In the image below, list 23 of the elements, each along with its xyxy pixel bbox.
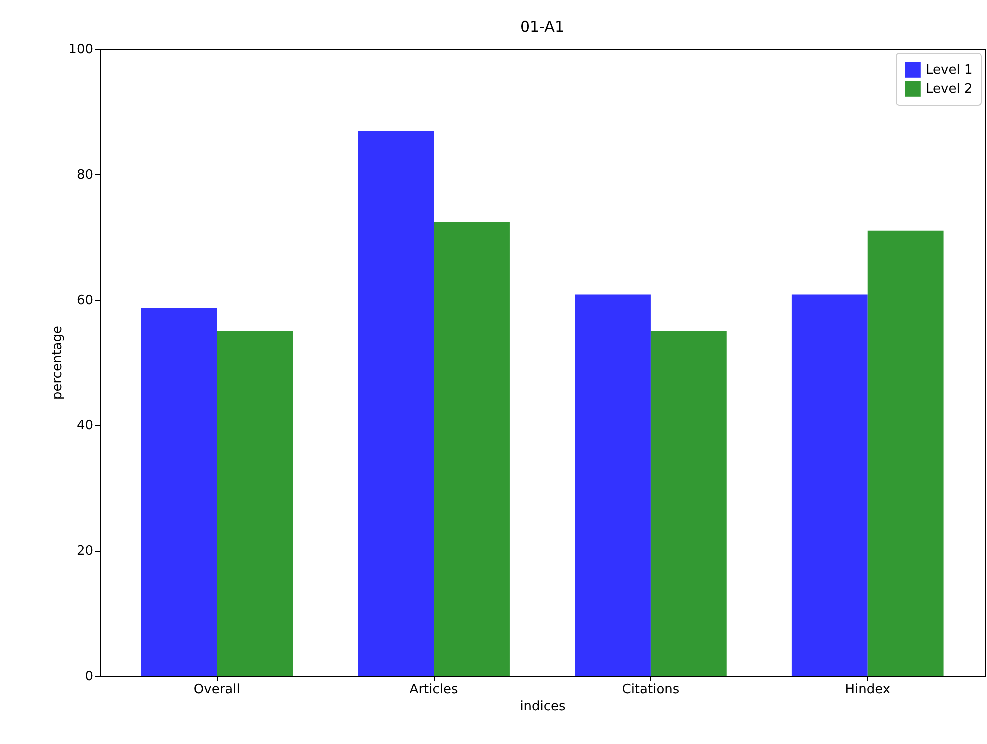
bar xyxy=(650,331,727,676)
x-tick-label: Hindex xyxy=(845,682,891,698)
y-tick-label: 60 xyxy=(76,293,94,308)
y-tick-label: 0 xyxy=(85,670,94,684)
y-tick-label: 40 xyxy=(76,418,94,434)
y-tick-label: 20 xyxy=(76,544,94,560)
x-axis-title: indices xyxy=(520,700,566,714)
bar xyxy=(434,222,510,676)
chart-title: 01-A1 xyxy=(520,18,564,36)
bar xyxy=(792,294,868,676)
x-tick-label: Citations xyxy=(622,682,680,698)
x-tick-label: Articles xyxy=(410,682,459,698)
bar xyxy=(141,308,218,676)
y-axis-title: percentage xyxy=(50,326,66,400)
y-tick-label: 80 xyxy=(76,168,94,183)
legend-label: Level 2 xyxy=(926,82,973,97)
bar xyxy=(575,294,651,676)
bar xyxy=(868,230,944,676)
legend-label: Level 1 xyxy=(926,63,973,78)
x-tick-label: Overall xyxy=(194,682,240,698)
bar xyxy=(358,131,434,676)
bar xyxy=(217,331,294,676)
y-tick-label: 100 xyxy=(68,42,94,58)
